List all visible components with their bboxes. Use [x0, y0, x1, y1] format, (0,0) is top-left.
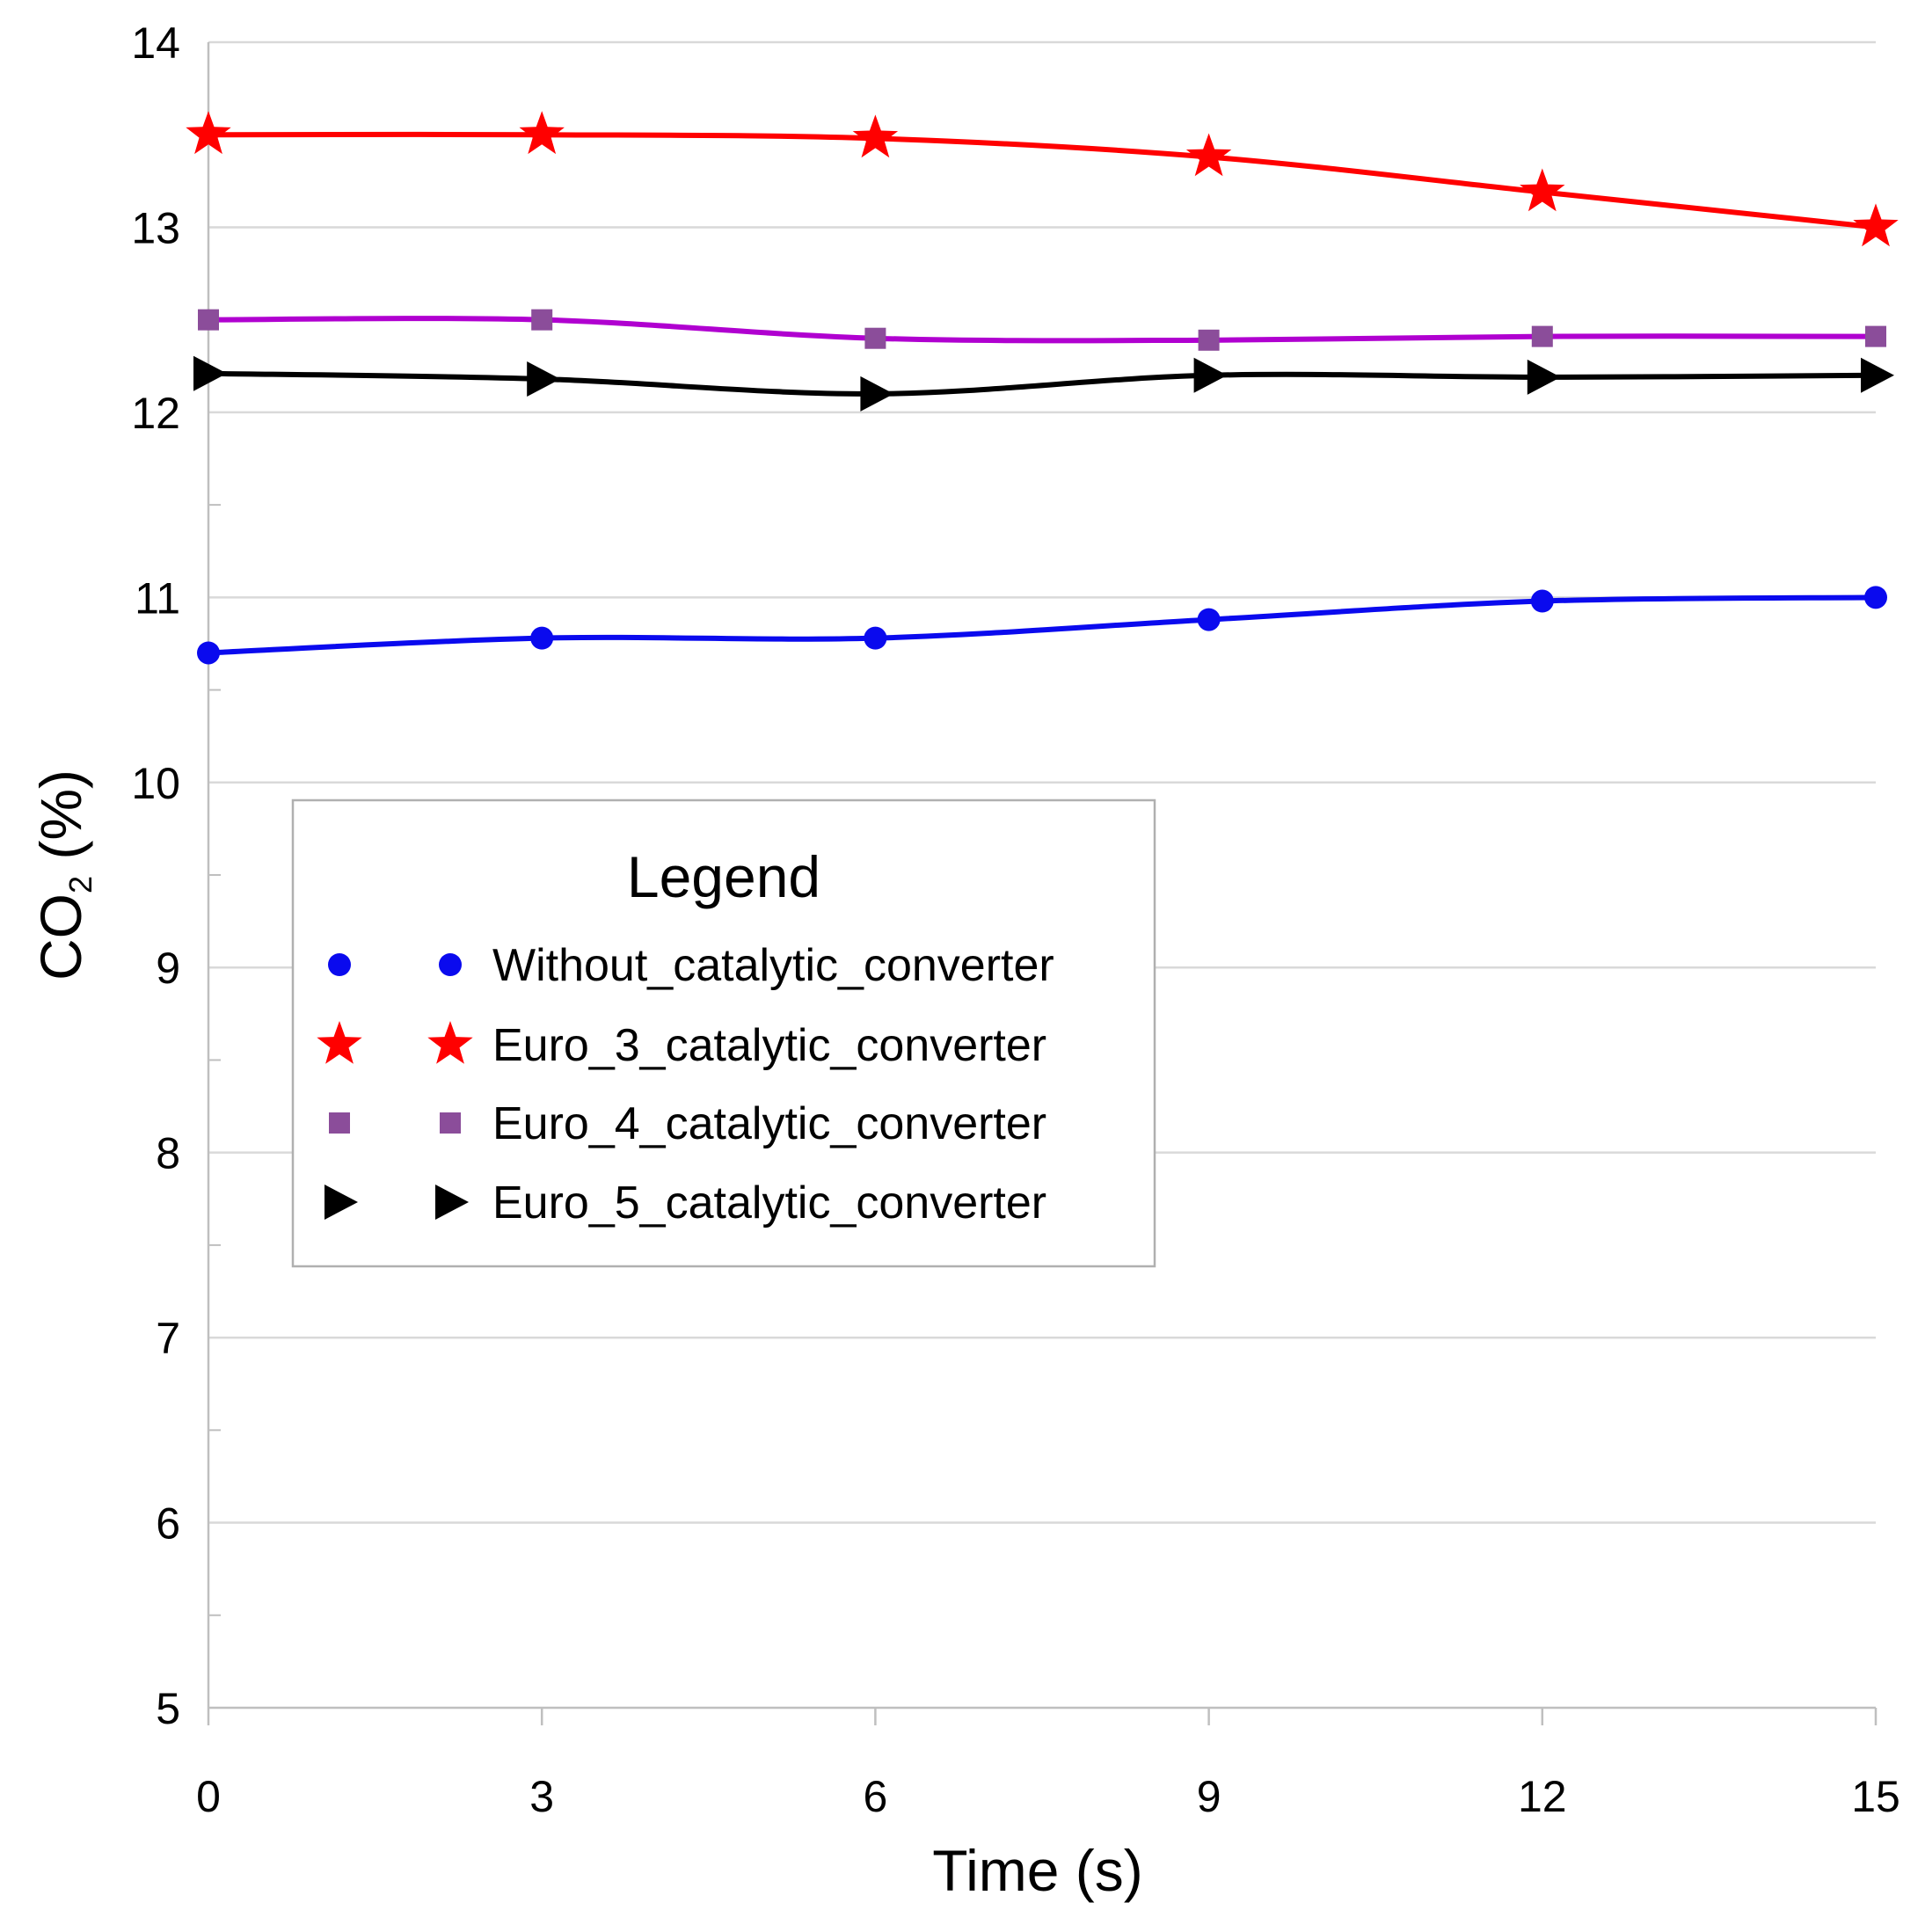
data-point-euro-5-catalytic-converter [527, 361, 561, 397]
data-point-euro-4-catalytic-converter [1531, 325, 1553, 347]
y-axis-title-subscript: 2 [62, 876, 98, 893]
legend-marker-euro-5-catalytic-converter [324, 1185, 358, 1220]
legend-marker-euro-4-catalytic-converter [440, 1112, 461, 1134]
series-without-catalytic-converter [197, 586, 1887, 665]
y-axis-title: CO2 (%) [28, 769, 98, 981]
y-tick-label: 6 [156, 1499, 180, 1549]
data-point-euro-5-catalytic-converter [860, 375, 894, 412]
legend-entries: Without_catalytic_converter Euro_3_cataly… [317, 940, 1054, 1228]
y-tick-label: 11 [135, 573, 180, 623]
series-line-euro-3-catalytic-converter [208, 131, 1877, 230]
x-tick-label: 0 [196, 1772, 221, 1821]
legend-entry-euro-5-catalytic-converter: Euro_5_catalytic_converter [324, 1177, 1046, 1228]
x-tick-label: 6 [863, 1772, 887, 1821]
x-axis-title: Time (s) [932, 1838, 1143, 1903]
y-tick-label: 14 [131, 18, 180, 68]
legend-title: Legend [627, 844, 820, 909]
data-point-euro-3-catalytic-converter [186, 111, 231, 155]
x-tick-label: 3 [529, 1772, 554, 1821]
series-line-euro-4-catalytic-converter [208, 316, 1877, 344]
legend-marker-euro-5-catalytic-converter [435, 1185, 469, 1220]
y-tick-label: 7 [156, 1314, 180, 1363]
legend-marker-without-catalytic-converter [439, 953, 462, 976]
y-tick-label: 5 [156, 1684, 180, 1733]
data-point-euro-5-catalytic-converter [1861, 357, 1894, 393]
y-tick-label: 9 [156, 944, 180, 993]
tick-labels: 0 3 6 9 12 15 5 6 7 8 9 10 11 12 13 14 [131, 18, 1899, 1821]
data-point-without-catalytic-converter [1197, 608, 1221, 631]
x-tick-label: 15 [1851, 1772, 1900, 1821]
data-point-euro-4-catalytic-converter [198, 309, 219, 331]
data-point-euro-3-catalytic-converter [1185, 133, 1232, 177]
legend-entry-euro-4-catalytic-converter: Euro_4_catalytic_converter [329, 1098, 1046, 1149]
x-tick-label: 9 [1197, 1772, 1221, 1821]
data-point-euro-3-catalytic-converter [1520, 168, 1565, 212]
y-tick-label: 10 [131, 759, 180, 808]
data-point-euro-4-catalytic-converter [1865, 325, 1886, 347]
data-point-without-catalytic-converter [1530, 589, 1554, 613]
y-axis-title-main: CO [28, 893, 93, 981]
legend-marker-euro-4-catalytic-converter [329, 1112, 350, 1134]
data-point-euro-3-catalytic-converter [519, 111, 565, 155]
data-point-without-catalytic-converter [1864, 586, 1887, 609]
y-tick-label: 13 [131, 203, 180, 252]
series-euro-5-catalytic-converter [193, 355, 1894, 412]
legend-label-euro-5-catalytic-converter: Euro_5_catalytic_converter [492, 1177, 1046, 1228]
legend-label-euro-3-catalytic-converter: Euro_3_catalytic_converter [492, 1020, 1046, 1071]
legend-entry-euro-3-catalytic-converter: Euro_3_catalytic_converter [317, 1020, 1046, 1071]
data-point-euro-5-catalytic-converter [1193, 357, 1228, 393]
data-point-without-catalytic-converter [864, 626, 887, 650]
legend-label-euro-4-catalytic-converter: Euro_4_catalytic_converter [492, 1098, 1046, 1149]
series-euro-3-catalytic-converter [186, 111, 1899, 247]
data-point-euro-5-catalytic-converter [1527, 359, 1561, 395]
data-point-euro-4-catalytic-converter [531, 309, 553, 331]
series-line-euro-5-catalytic-converter [208, 370, 1877, 397]
series-line-without-catalytic-converter [208, 594, 1877, 656]
data-point-without-catalytic-converter [530, 626, 554, 650]
legend-marker-euro-3-catalytic-converter [317, 1021, 362, 1064]
data-point-euro-3-catalytic-converter [852, 114, 899, 158]
legend-marker-euro-3-catalytic-converter [427, 1021, 473, 1064]
data-point-euro-4-catalytic-converter [1198, 329, 1220, 351]
y-axis-title-suffix: (%) [28, 769, 93, 876]
data-point-euro-3-catalytic-converter [1853, 203, 1899, 247]
data-point-euro-4-catalytic-converter [864, 327, 886, 349]
legend-label-without-catalytic-converter: Without_catalytic_converter [492, 940, 1054, 991]
series-euro-4-catalytic-converter [198, 309, 1886, 351]
legend-entry-without-catalytic-converter: Without_catalytic_converter [328, 940, 1054, 991]
data-point-euro-5-catalytic-converter [193, 355, 227, 391]
y-tick-label: 8 [156, 1129, 180, 1178]
y-tick-label: 12 [131, 389, 180, 438]
series [186, 111, 1899, 665]
legend: Legend Without_catalytic_converter Euro_3… [291, 798, 1156, 1268]
legend-marker-without-catalytic-converter [328, 953, 351, 976]
x-tick-label: 12 [1518, 1772, 1567, 1821]
data-point-without-catalytic-converter [197, 641, 220, 665]
